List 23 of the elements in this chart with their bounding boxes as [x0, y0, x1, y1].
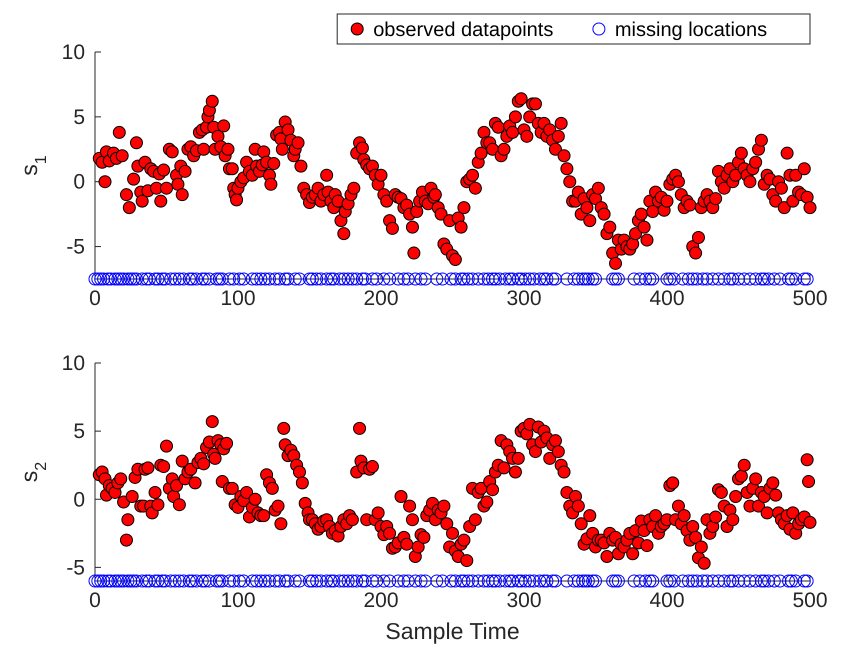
x-tick-label: 400 [649, 589, 685, 612]
x-tick-label: 100 [220, 287, 256, 310]
x-tick-label: 500 [792, 589, 828, 612]
legend-label: missing locations [614, 19, 768, 41]
y-tick-label: 10 [62, 352, 85, 375]
y-tick-label: -5 [66, 556, 85, 580]
x-tick-label: 100 [220, 589, 256, 612]
y-tick-label: 5 [73, 420, 85, 444]
x-tick-label: 200 [363, 589, 399, 612]
y-tick-label: 0 [73, 170, 85, 194]
x-axis-title: Sample Time [385, 618, 520, 644]
x-tick-label: 400 [649, 287, 685, 310]
y-tick-label: 5 [73, 106, 85, 129]
x-tick-label: 500 [792, 287, 828, 310]
x-tick-label: 0 [89, 287, 101, 310]
x-tick-label: 0 [89, 589, 101, 612]
legend-label: observed datapoints [373, 19, 554, 41]
y-tick-label: 0 [73, 488, 85, 512]
y-tick-label: -5 [66, 236, 85, 259]
x-tick-label: 300 [506, 589, 542, 612]
y-tick-label: 10 [62, 41, 85, 64]
x-tick-label: 300 [506, 287, 542, 310]
x-tick-label: 200 [363, 287, 399, 310]
